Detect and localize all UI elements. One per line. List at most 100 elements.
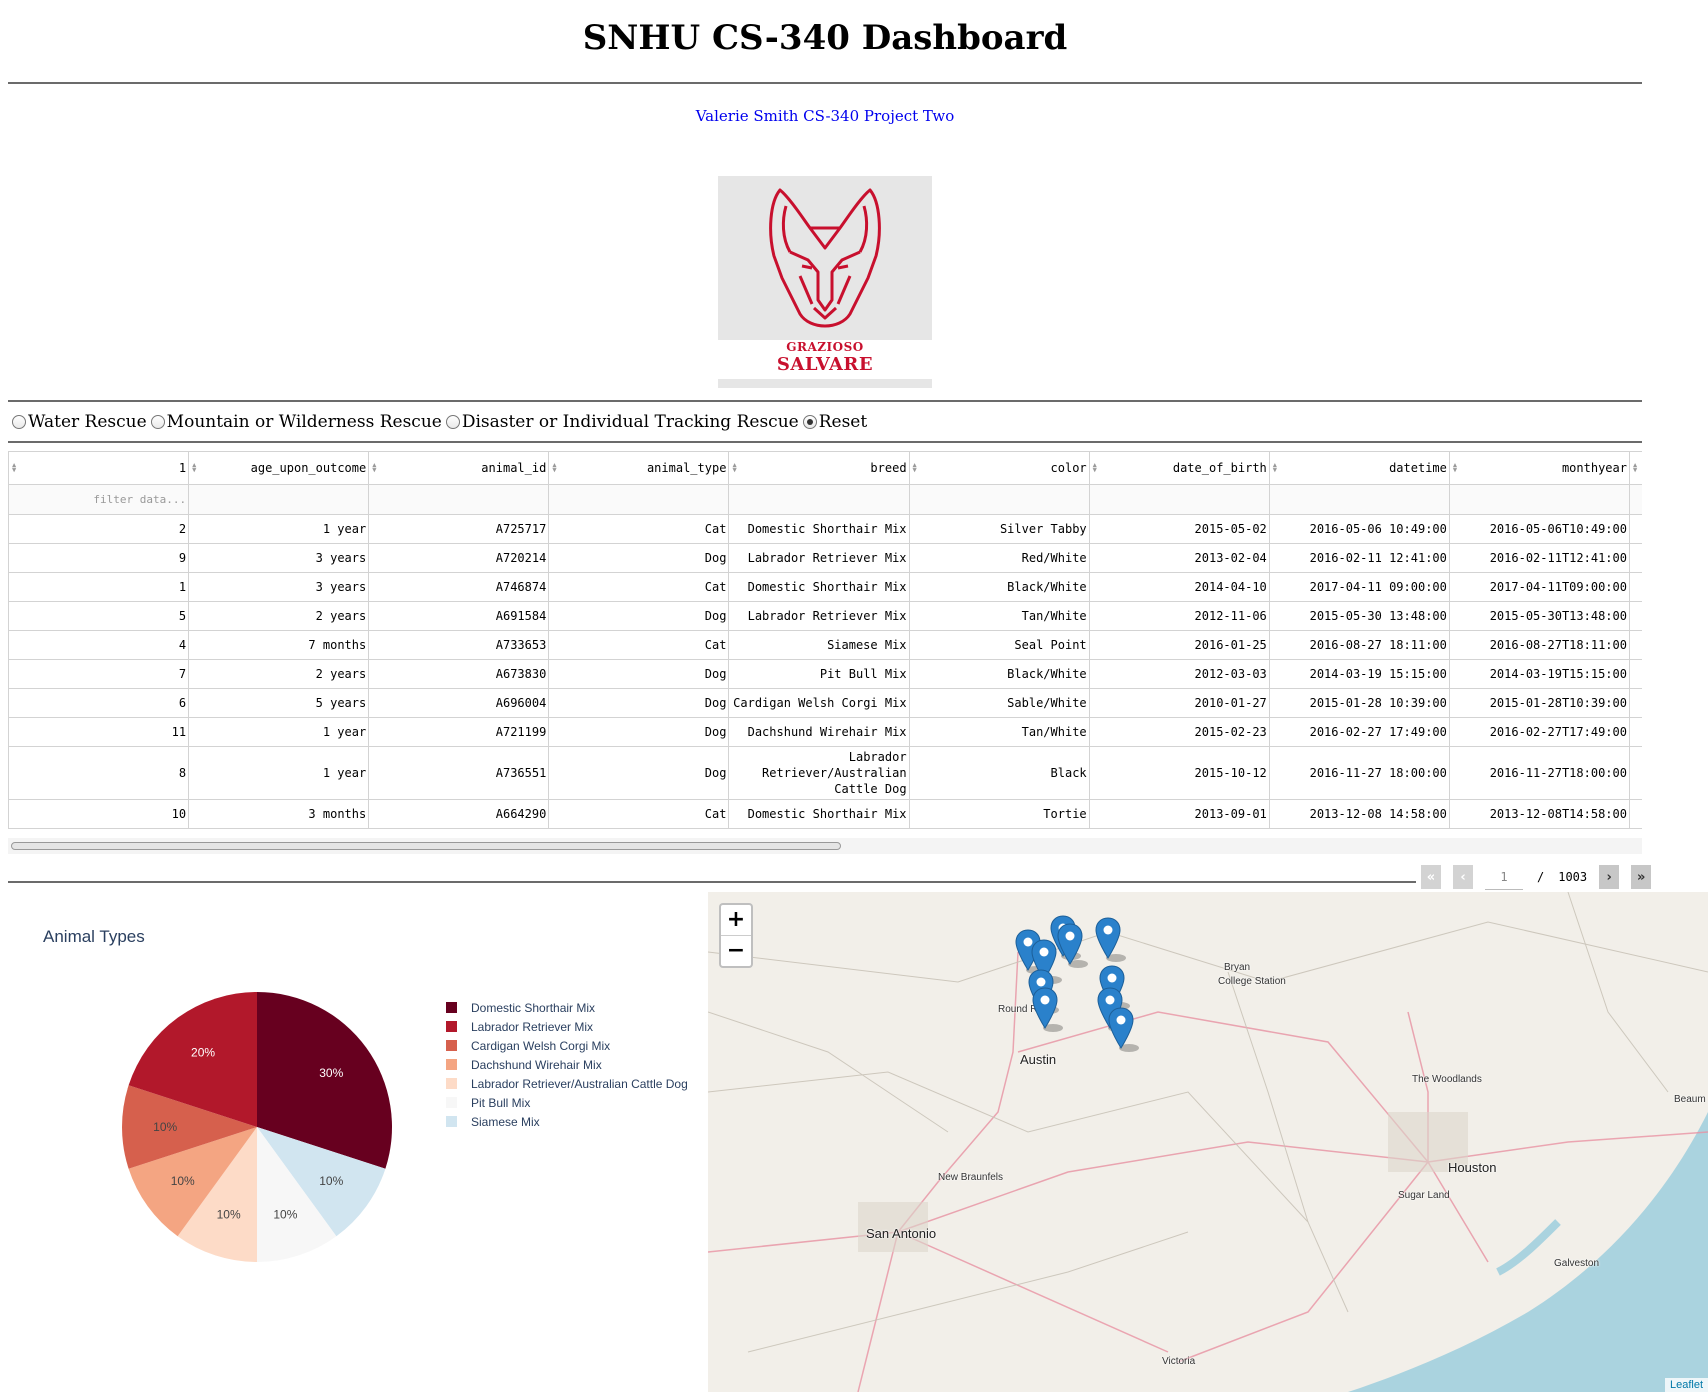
table-cell[interactable]: Dog <box>548 659 730 689</box>
column-filter-input[interactable]: filter data... <box>8 484 190 515</box>
table-cell[interactable]: 2014-04-10 <box>1088 572 1270 602</box>
sort-icon[interactable]: ▲ ▼ <box>1272 461 1277 474</box>
table-cell[interactable]: Red/White <box>908 543 1090 573</box>
table-cell[interactable]: 2016-02-27T17:49:00 <box>1448 717 1630 747</box>
column-filter-input[interactable] <box>728 484 910 515</box>
column-filter-input[interactable] <box>1268 484 1450 515</box>
table-cell[interactable]: 2017-04-11 09:00:00 <box>1268 572 1450 602</box>
table-cell[interactable]: 2013-12-08 14:58:00 <box>1268 799 1450 829</box>
table-cell[interactable]: 2010-01-27 <box>1088 688 1270 718</box>
table-cell[interactable]: 2016-08-27T18:11:00 <box>1448 630 1630 660</box>
table-row[interactable]: 10 3 months A664290 Cat Domestic Shorthair M… <box>8 799 1642 829</box>
table-cell[interactable]: A736551 <box>368 746 550 800</box>
legend-item[interactable]: Dachshund Wirehair Mix <box>446 1055 688 1074</box>
table-cell[interactable]: 2016-02-27 17:49:00 <box>1268 717 1450 747</box>
table-cell[interactable]: A733653 <box>368 630 550 660</box>
table-cell[interactable]: 2017-04-11T09:00:00 <box>1448 572 1630 602</box>
table-cell[interactable] <box>1628 543 1642 573</box>
radio-button-selected[interactable] <box>802 415 817 429</box>
table-cell[interactable]: Labrador Retriever/Australian Cattle Dog <box>728 746 910 800</box>
table-cell[interactable]: Black/White <box>908 572 1090 602</box>
table-cell[interactable]: 2015-10-12 <box>1088 746 1270 800</box>
table-cell[interactable]: Labrador Retriever Mix <box>728 601 910 631</box>
table-cell[interactable]: 11 <box>8 717 190 747</box>
column-filter-input[interactable] <box>1448 484 1630 515</box>
table-cell[interactable]: Dog <box>548 717 730 747</box>
table-cell[interactable]: 9 <box>8 543 190 573</box>
pie-slice[interactable] <box>128 1127 257 1237</box>
table-cell[interactable]: Dog <box>548 601 730 631</box>
legend-item[interactable]: Siamese Mix <box>446 1112 688 1131</box>
table-cell[interactable]: 2015-01-28 10:39:00 <box>1268 688 1450 718</box>
column-header[interactable]: ▲ ▼ animal_type <box>548 451 730 485</box>
table-cell[interactable]: Cat <box>548 799 730 829</box>
column-header[interactable]: ▲ ▼ 1 <box>8 451 190 485</box>
previous-page-button[interactable]: ‹ <box>1453 865 1473 889</box>
column-header[interactable]: ▲ ▼ datetime <box>1268 451 1450 485</box>
column-filter-input[interactable] <box>188 484 370 515</box>
column-filter-input[interactable] <box>908 484 1090 515</box>
table-cell[interactable]: 2012-11-06 <box>1088 601 1270 631</box>
table-cell[interactable]: 2015-02-23 <box>1088 717 1270 747</box>
map-base[interactable] <box>708 892 1708 1392</box>
table-cell[interactable]: 7 <box>8 659 190 689</box>
table-cell[interactable]: Black/White <box>908 659 1090 689</box>
pie-slice[interactable] <box>128 992 257 1127</box>
table-cell[interactable]: 3 months <box>188 799 370 829</box>
table-cell[interactable]: Sable/White <box>908 688 1090 718</box>
radio-water-rescue[interactable]: Water Rescue <box>12 412 147 432</box>
pie-slice[interactable] <box>257 1127 337 1262</box>
sort-icon[interactable]: ▲ ▼ <box>12 461 17 474</box>
table-cell[interactable]: 2013-02-04 <box>1088 543 1270 573</box>
sort-icon[interactable]: ▲ ▼ <box>732 461 737 474</box>
table-cell[interactable]: Silver Tabby <box>908 514 1090 544</box>
table-cell[interactable]: Cardigan Welsh Corgi Mix <box>728 688 910 718</box>
table-cell[interactable]: Domestic Shorthair Mix <box>728 799 910 829</box>
legend-item[interactable]: Domestic Shorthair Mix <box>446 998 688 1017</box>
radio-button[interactable] <box>445 415 460 429</box>
page-number-input[interactable] <box>1485 864 1523 890</box>
table-cell[interactable]: A721199 <box>368 717 550 747</box>
table-cell[interactable]: 2015-05-30T13:48:00 <box>1448 601 1630 631</box>
table-cell[interactable]: Cat <box>548 630 730 660</box>
table-row[interactable]: 11 1 year A721199 Dog Dachshund Wirehair Mix… <box>8 717 1642 747</box>
column-filter-input[interactable] <box>368 484 550 515</box>
pie-slice[interactable] <box>122 1085 258 1169</box>
table-cell[interactable]: A720214 <box>368 543 550 573</box>
radio-reset[interactable]: Reset <box>802 412 867 432</box>
table-cell[interactable]: 8 <box>8 746 190 800</box>
next-page-button[interactable]: › <box>1599 865 1620 889</box>
table-cell[interactable] <box>1628 799 1642 829</box>
table-cell[interactable]: 2016-11-27 18:00:00 <box>1268 746 1450 800</box>
table-cell[interactable]: 1 year <box>188 746 370 800</box>
pie-slice[interactable] <box>177 1127 257 1262</box>
table-cell[interactable]: Tan/White <box>908 717 1090 747</box>
table-cell[interactable]: 2016-08-27 18:11:00 <box>1268 630 1450 660</box>
horizontal-scrollbar[interactable] <box>8 838 1642 854</box>
table-cell[interactable]: 3 years <box>188 572 370 602</box>
table-cell[interactable]: 1 <box>8 572 190 602</box>
sort-icon[interactable]: ▲ ▼ <box>912 461 917 474</box>
table-cell[interactable]: Tan/White <box>908 601 1090 631</box>
table-cell[interactable]: 2014-03-19 15:15:00 <box>1268 659 1450 689</box>
zoom-out-button[interactable]: − <box>721 935 751 966</box>
table-cell[interactable]: 2 <box>8 514 190 544</box>
table-cell[interactable] <box>1628 572 1642 602</box>
column-header[interactable]: ▲ ▼ animal_id <box>368 451 550 485</box>
table-cell[interactable]: A696004 <box>368 688 550 718</box>
table-cell[interactable]: 4 <box>8 630 190 660</box>
table-cell[interactable]: Dog <box>548 746 730 800</box>
table-cell[interactable]: 2015-05-30 13:48:00 <box>1268 601 1450 631</box>
table-cell[interactable]: 2013-12-08T14:58:00 <box>1448 799 1630 829</box>
pie-slice[interactable] <box>257 992 393 1169</box>
table-cell[interactable]: Dog <box>548 688 730 718</box>
location-map[interactable]: Bryan College Station Round Rock Austin … <box>708 892 1708 1392</box>
radio-mountain-wilderness-rescue[interactable]: Mountain or Wilderness Rescue <box>150 412 442 432</box>
table-cell[interactable]: 2016-01-25 <box>1088 630 1270 660</box>
table-cell[interactable]: 6 <box>8 688 190 718</box>
table-cell[interactable]: 1 year <box>188 717 370 747</box>
